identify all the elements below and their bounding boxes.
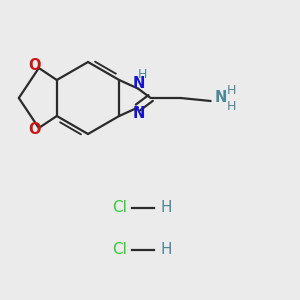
Text: N: N [214,91,227,106]
Text: H: H [160,242,172,257]
Text: O: O [28,58,41,74]
Text: N: N [133,76,145,91]
Text: H: H [227,100,236,113]
Text: O: O [28,122,41,137]
Text: H: H [227,85,236,98]
Text: Cl: Cl [112,200,127,215]
Text: H: H [137,68,147,81]
Text: H: H [160,200,172,215]
Text: N: N [133,106,145,121]
Text: Cl: Cl [112,242,127,257]
